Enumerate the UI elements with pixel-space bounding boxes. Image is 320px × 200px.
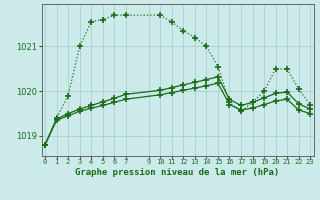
X-axis label: Graphe pression niveau de la mer (hPa): Graphe pression niveau de la mer (hPa) xyxy=(76,168,280,177)
